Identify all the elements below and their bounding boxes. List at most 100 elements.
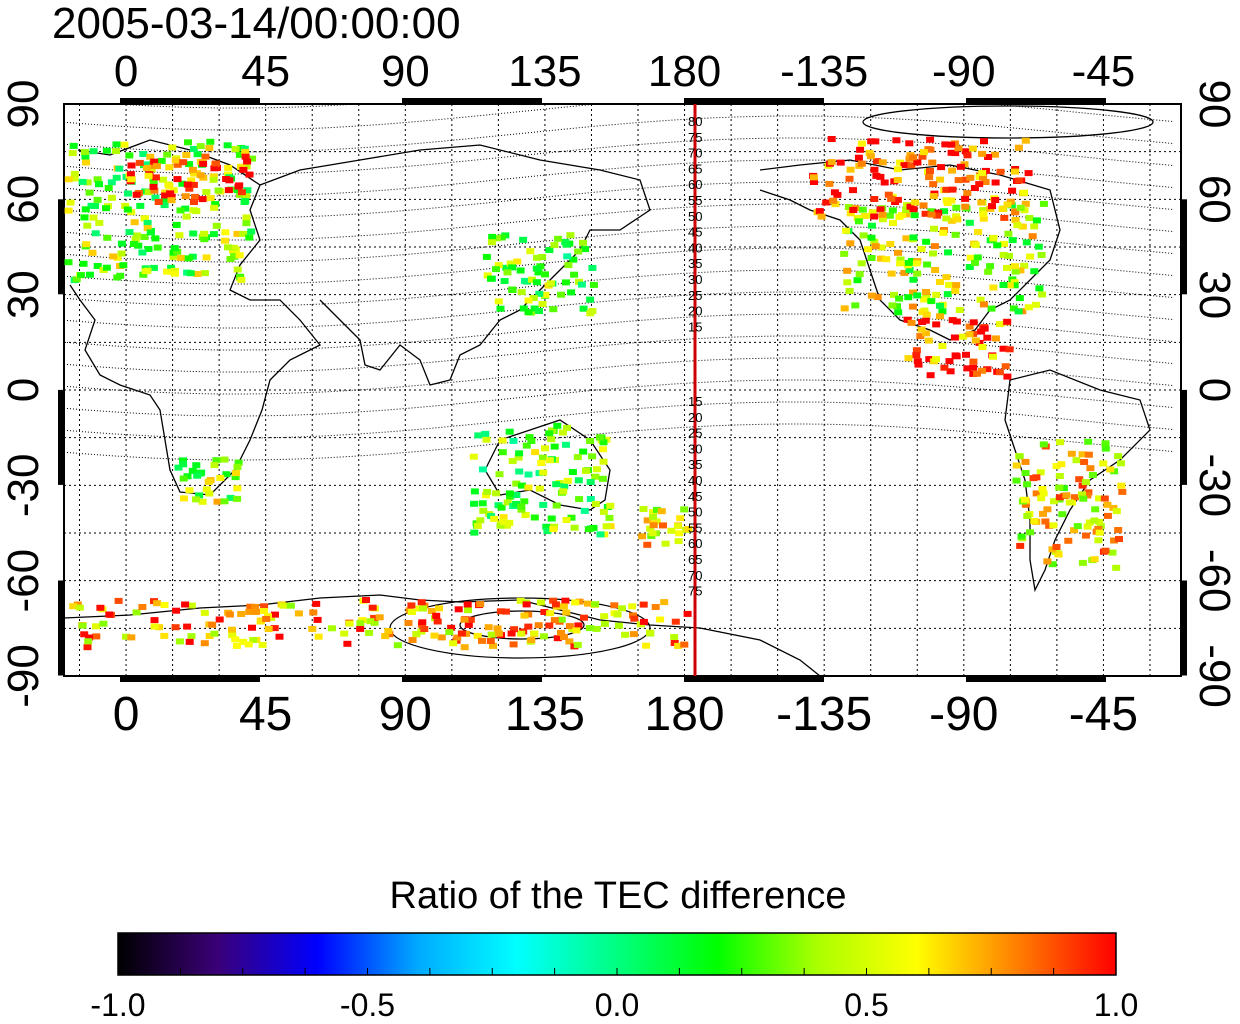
- tec-pixel: [248, 155, 257, 162]
- tec-pixel: [1010, 282, 1019, 289]
- tec-pixel: [495, 471, 504, 478]
- tec-pixel: [153, 600, 162, 607]
- tec-pixel: [513, 258, 522, 265]
- tec-pixel: [519, 305, 528, 312]
- tec-pixel: [878, 159, 887, 166]
- tec-pixel: [125, 229, 134, 236]
- tec-pixel: [904, 355, 913, 362]
- tec-pixel: [1022, 239, 1031, 246]
- tec-pixel: [228, 632, 237, 639]
- tec-pixel: [516, 597, 525, 604]
- tec-pixel: [474, 432, 483, 439]
- tec-pixel: [539, 501, 548, 508]
- tec-pixel: [139, 271, 148, 278]
- tec-pixel: [659, 522, 667, 529]
- tec-pixel: [105, 611, 114, 618]
- tec-pixel: [493, 625, 502, 632]
- tec-pixel: [1079, 495, 1088, 502]
- tec-pixel: [840, 305, 849, 312]
- tec-pixel: [275, 633, 284, 640]
- tec-pixel: [586, 496, 595, 502]
- tec-pixel: [1003, 264, 1011, 271]
- tec-pixel: [846, 240, 855, 247]
- tec-pixel: [917, 326, 926, 333]
- tec-pixel: [559, 488, 568, 495]
- left-tick-bar: [58, 389, 64, 485]
- tec-pixel: [849, 207, 858, 213]
- tec-pixel: [896, 256, 905, 263]
- tec-pixel: [904, 259, 913, 266]
- tec-pixel: [496, 305, 505, 312]
- tec-pixel: [947, 217, 956, 224]
- tec-pixel: [80, 214, 89, 221]
- tec-pixel: [952, 318, 961, 325]
- tec-pixel: [942, 186, 951, 193]
- tec-pixel: [589, 281, 598, 288]
- colorbar-tick-label: -0.5: [340, 987, 395, 1023]
- tec-pixel: [973, 254, 982, 261]
- tec-pixel: [1100, 495, 1109, 502]
- tec-pixel: [595, 434, 604, 441]
- tec-pixel: [870, 196, 879, 202]
- tec-pixel: [545, 430, 554, 437]
- tec-pixel: [73, 601, 82, 608]
- tec-pixel: [185, 185, 194, 192]
- tec-pixel: [173, 176, 182, 183]
- tec-pixel: [212, 457, 221, 464]
- contour-label: 25: [688, 288, 702, 303]
- tec-pixel: [561, 279, 570, 286]
- left-lat-label: 30: [0, 270, 48, 319]
- tec-pixel: [575, 496, 584, 503]
- tec-pixel: [141, 161, 150, 168]
- tec-pixel: [921, 210, 930, 217]
- tec-pixel: [517, 506, 526, 513]
- tec-pixel: [447, 624, 456, 631]
- tec-pixel: [574, 622, 583, 629]
- tec-pixel: [366, 618, 375, 625]
- tec-pixel: [512, 500, 520, 507]
- tec-pixel: [893, 196, 902, 203]
- tec-pixel: [888, 302, 897, 309]
- tec-pixel: [146, 229, 155, 236]
- top-tick-bar: [120, 98, 260, 104]
- tec-pixel: [167, 197, 176, 204]
- tec-pixel: [117, 240, 126, 247]
- tec-pixel: [1012, 477, 1021, 484]
- top-lon-label: -135: [780, 47, 868, 96]
- tec-pixel: [538, 301, 547, 307]
- tec-pixel: [515, 468, 524, 475]
- tec-pixel: [202, 254, 211, 261]
- tec-pixel: [844, 204, 853, 210]
- tec-pixel: [171, 157, 180, 164]
- tec-pixel: [481, 430, 490, 437]
- tec-pixel: [490, 515, 499, 522]
- tec-pixel: [141, 268, 150, 275]
- tec-pixel: [182, 213, 191, 220]
- tec-pixel: [996, 168, 1005, 175]
- tec-pixel: [922, 292, 931, 299]
- tec-pixel: [232, 470, 240, 477]
- tec-pixel: [846, 210, 855, 217]
- tec-pixel: [549, 597, 558, 604]
- right-lat-label: -90: [1190, 644, 1239, 708]
- tec-pixel: [113, 254, 122, 261]
- bottom-lon-label: -135: [776, 688, 872, 741]
- tec-pixel: [1005, 282, 1014, 289]
- tec-pixel: [1081, 479, 1090, 486]
- contour-label: 70: [688, 568, 702, 583]
- tec-pixel: [1000, 214, 1009, 221]
- tec-pixel: [176, 207, 185, 214]
- tec-pixel: [102, 205, 110, 212]
- tec-pixel: [69, 603, 78, 610]
- tec-pixel: [519, 236, 528, 243]
- tec-pixel: [1101, 440, 1110, 447]
- tec-pixel: [965, 331, 974, 338]
- tec-pixel: [286, 602, 295, 609]
- tec-pixel: [979, 301, 988, 308]
- tec-pixel: [191, 193, 199, 200]
- tec-pixel: [505, 519, 514, 526]
- tec-pixel: [181, 601, 190, 608]
- tec-pixel: [1005, 252, 1013, 259]
- tec-pixel: [1013, 222, 1022, 229]
- tec-pixel: [1036, 469, 1045, 476]
